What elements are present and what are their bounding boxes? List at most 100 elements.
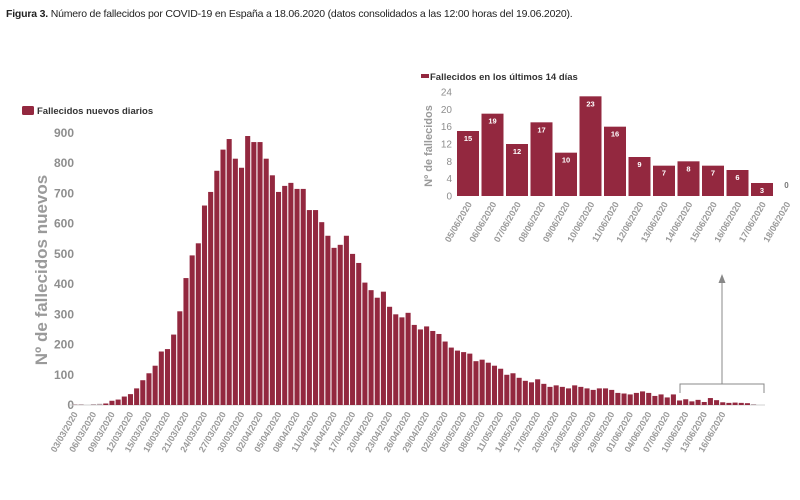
main-legend-swatch: [22, 106, 34, 115]
main-bar: [300, 188, 306, 405]
main-bar: [652, 395, 658, 405]
main-bar: [559, 386, 565, 405]
main-bar: [701, 401, 707, 405]
figure-label: Figura 3.: [6, 8, 48, 20]
main-bar: [158, 351, 164, 405]
main-bar: [726, 402, 732, 405]
inset-data-label: 23: [586, 99, 594, 108]
inset-legend-label: Fallecidos en los últimos 14 días: [430, 72, 578, 83]
main-y-tick-label: 700: [54, 186, 74, 200]
main-y-tick-label: 500: [54, 247, 74, 261]
inset-data-label: 3: [760, 186, 764, 195]
main-bar: [232, 158, 238, 405]
main-bar: [140, 380, 146, 405]
inset-data-label: 0: [784, 181, 789, 190]
main-bar: [405, 312, 411, 405]
inset-bar: [677, 161, 700, 196]
main-bar: [436, 333, 442, 405]
inset-x-ticks: 05/06/202006/06/202007/06/202008/06/2020…: [443, 200, 793, 244]
inset-data-label: 17: [537, 125, 545, 134]
main-bar: [356, 262, 362, 405]
main-bar: [547, 386, 553, 405]
main-bar: [411, 324, 417, 405]
main-bar: [177, 311, 183, 405]
main-bar: [646, 392, 652, 405]
inset-y-tick-label: 20: [441, 105, 453, 116]
main-bar: [510, 373, 516, 405]
figure-caption-text: Número de fallecidos por COVID-19 en Esp…: [50, 8, 573, 20]
main-bar: [263, 158, 269, 405]
bracket: [679, 380, 765, 393]
inset-bar: [555, 152, 577, 196]
main-bar: [72, 404, 78, 405]
main-bar: [720, 402, 726, 405]
main-bar: [288, 182, 294, 405]
main-bar: [90, 404, 96, 405]
main-bar: [498, 368, 504, 405]
main-bar: [522, 380, 528, 405]
main-bar: [220, 149, 226, 405]
main-bar: [399, 317, 405, 405]
main-bar: [362, 282, 368, 405]
inset-bar: [506, 144, 528, 196]
inset-y-ticks: 0 4 8 12 16 20 24: [441, 88, 453, 203]
main-bar: [627, 394, 633, 405]
main-y-axis-label: Nº de fallecidos nuevos: [32, 175, 51, 365]
main-bar: [707, 398, 713, 405]
main-bar: [430, 330, 436, 405]
inset-legend-swatch: [421, 74, 429, 78]
main-bar: [535, 379, 541, 405]
main-x-ticks: 03/03/202006/03/202009/03/202012/03/2020…: [49, 410, 728, 454]
main-bar: [467, 353, 473, 405]
arrow-head-icon: [718, 274, 726, 283]
main-bar: [442, 341, 448, 405]
main-bar: [473, 361, 479, 405]
main-y-tick-label: 100: [54, 368, 74, 382]
inset-bar: [751, 183, 773, 196]
main-bar: [350, 253, 356, 405]
main-bar: [541, 383, 547, 405]
inset-y-tick-label: 4: [446, 174, 452, 185]
main-bar: [689, 401, 695, 405]
inset-data-label: 6: [735, 173, 739, 182]
main-legend-label: Fallecidos nuevos diarios: [37, 106, 153, 117]
inset-data-label: 16: [611, 130, 619, 139]
main-y-tick-label: 800: [54, 156, 74, 170]
main-bar: [744, 403, 750, 405]
main-bar: [677, 400, 683, 405]
main-bar: [146, 373, 152, 405]
main-bar: [152, 365, 158, 405]
main-bar: [226, 139, 232, 406]
inset-data-label: 9: [637, 160, 641, 169]
main-y-tick-label: 400: [54, 277, 74, 291]
main-bar: [127, 394, 133, 405]
main-bar: [461, 352, 467, 405]
main-bar: [201, 205, 208, 405]
main-bar: [572, 385, 578, 405]
inset-bar: [604, 126, 626, 196]
inset-chart: Fallecidos en los últimos 14 días Nº de …: [421, 72, 793, 244]
inset-y-tick-label: 8: [446, 157, 452, 168]
main-bar: [325, 235, 331, 405]
main-bar: [664, 397, 670, 405]
main-bar: [195, 243, 201, 405]
main-bar: [109, 400, 115, 405]
main-y-tick-label: 200: [54, 338, 74, 352]
main-bar: [565, 388, 572, 405]
main-bar: [417, 329, 423, 405]
inset-y-axis-label: Nº de fallecidos: [423, 105, 435, 187]
inset-data-label: 12: [513, 147, 521, 156]
main-bar: [121, 396, 127, 405]
main-bar: [596, 388, 602, 405]
inset-y-tick-label: 0: [446, 192, 452, 203]
inset-bar: [726, 170, 749, 196]
main-bar: [343, 235, 349, 405]
main-bar: [448, 347, 454, 405]
inset-data-label: 7: [662, 169, 666, 178]
inset-bar: [579, 96, 602, 196]
main-bar: [134, 388, 140, 405]
main-bar: [238, 167, 245, 405]
figure-caption: Figura 3. Número de fallecidos por COVID…: [6, 8, 573, 20]
inset-bar: [702, 165, 724, 196]
